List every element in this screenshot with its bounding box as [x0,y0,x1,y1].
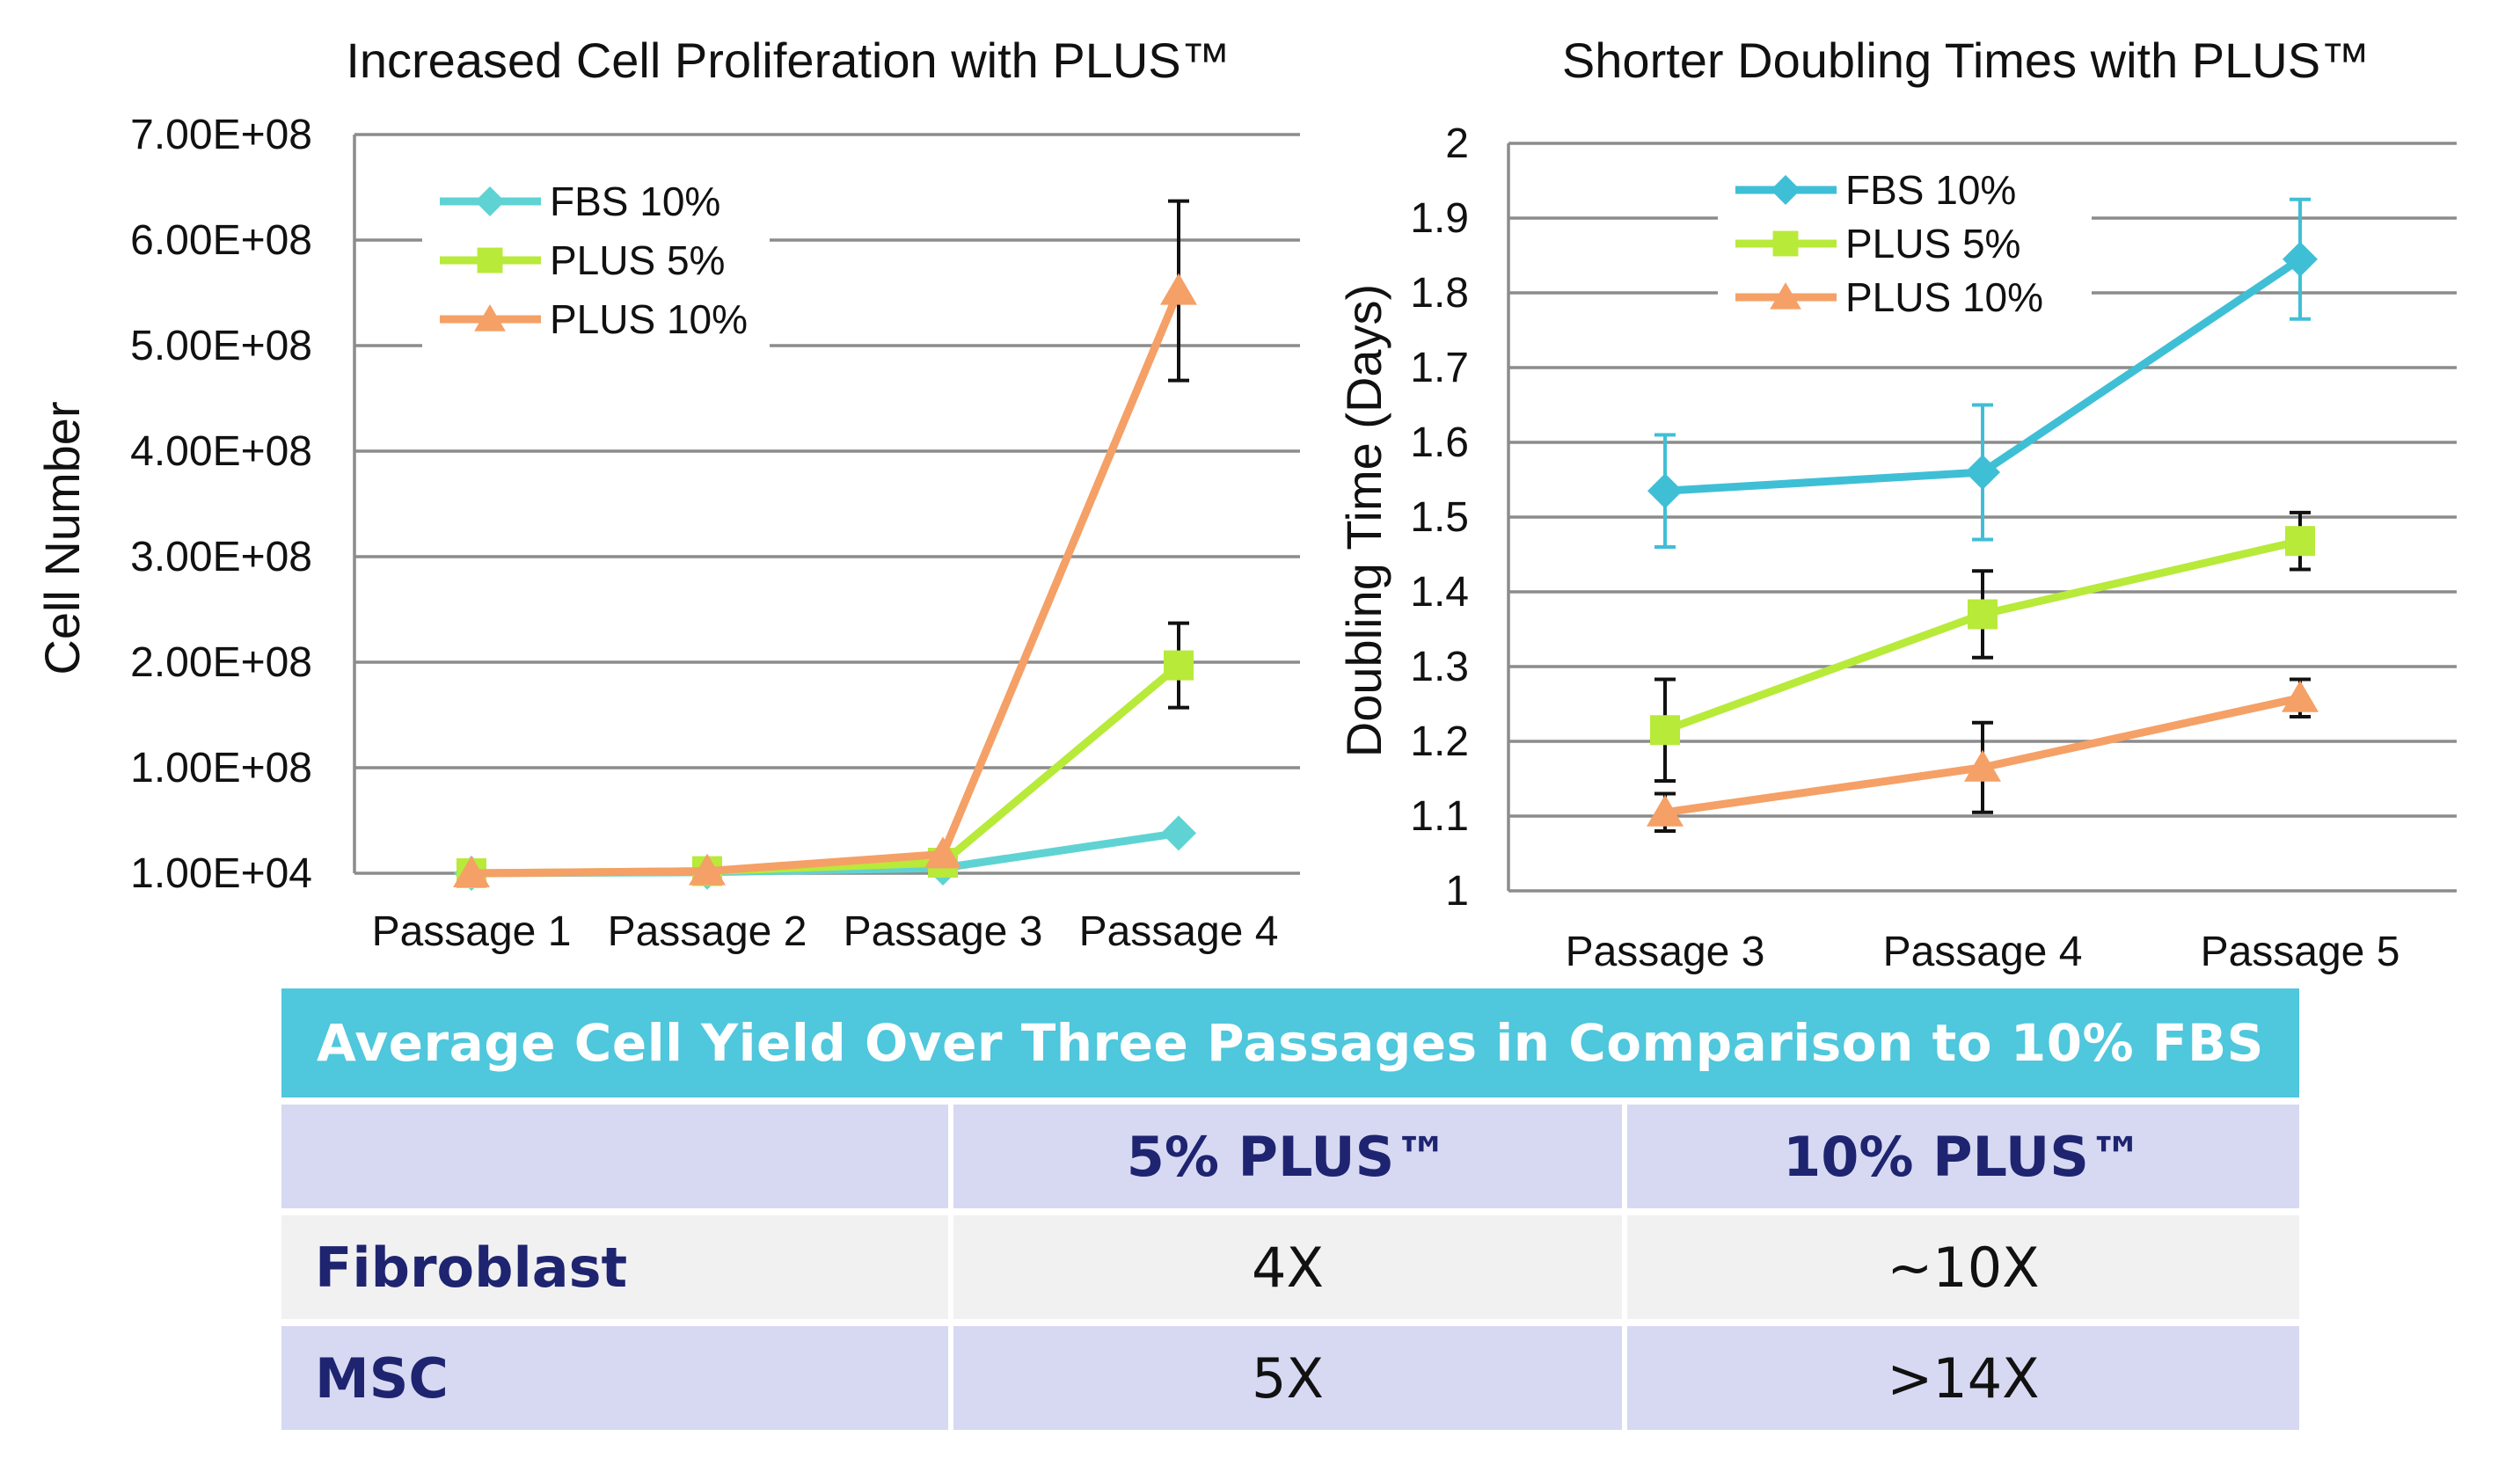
y-tick-label: 1.8 [1410,270,1469,317]
y-tick-label: 1.00E+04 [130,850,312,897]
legend-marker [1772,230,1799,257]
data-point [1164,650,1194,681]
data-point [453,855,490,887]
legend-label: PLUS 5% [1845,221,2020,266]
legend-label: FBS 10% [550,179,720,224]
chart-title: Increased Cell Proliferation with PLUS™ [346,33,1230,88]
cell-proliferation-chart: Increased Cell Proliferation with PLUS™ C… [34,33,1300,955]
x-tick-label: Passage 1 [372,908,572,955]
data-point [2282,680,2319,712]
y-tick-label: 2 [1445,120,1469,167]
cell-fibroblast-5pct: 4X [953,1215,1622,1319]
y-tick-label: 2.00E+08 [130,639,312,686]
data-point [2285,526,2315,557]
y-tick-label: 1.7 [1410,345,1469,391]
chart-title: Shorter Doubling Times with PLUS™ [1562,33,2370,88]
data-point [1647,794,1684,827]
y-tick-label: 3.00E+08 [130,534,312,580]
y-tick-label: 6.00E+08 [130,217,312,264]
x-tick-label: Passage 2 [608,908,807,955]
series-plus-10- [1647,677,2319,833]
row-label-fibroblast: Fibroblast [281,1215,948,1319]
y-tick-label: 5.00E+08 [130,323,312,369]
table-row: Fibroblast 4X ~10X [281,1215,2299,1319]
y-tick-label: 7.00E+08 [130,112,312,158]
legend-marker [474,304,506,332]
y-tick-label: 4.00E+08 [130,428,312,475]
y-axis-label: Doubling Time (Days) [1336,284,1391,757]
data-point [1161,815,1196,851]
row-label-msc: MSC [281,1326,948,1430]
x-tick-label: Passage 5 [2201,929,2400,975]
y-tick-label: 1.4 [1410,569,1469,616]
y-tick-label: 1.3 [1410,644,1469,690]
legend-marker [477,247,503,273]
x-tick-label: Passage 4 [1883,929,2083,975]
series-fbs-10- [1647,197,2318,549]
y-tick-label: 1.00E+08 [130,745,312,791]
y-axis-label: Cell Number [34,401,90,675]
y-tick-label: 1.9 [1410,195,1469,242]
table-header-row: 5% PLUS™ 10% PLUS™ [281,1105,2299,1208]
data-point [1964,749,2001,782]
data-point [1965,455,2000,490]
legend-label: PLUS 5% [550,237,725,283]
doubling-time-chart: Shorter Doubling Times with PLUS™ Doublin… [1336,33,2457,975]
y-tick-label: 1 [1445,868,1469,915]
cell-msc-5pct: 5X [953,1326,1622,1430]
y-tick-label: 1.5 [1410,494,1469,541]
x-tick-label: Passage 3 [844,908,1043,955]
series-line [471,288,1183,878]
y-tick-label: 1.6 [1410,419,1469,466]
data-point [924,836,961,869]
data-point [2283,241,2318,277]
header-cell-10pct-plus: 10% PLUS™ [1627,1105,2299,1208]
data-point [1160,273,1197,305]
y-tick-label: 1.1 [1410,793,1469,840]
x-tick-label: Passage 3 [1566,929,1765,975]
data-point [1968,599,1998,630]
data-point [689,853,726,886]
y-tick-label: 1.2 [1410,718,1469,765]
header-cell-5pct-plus: 5% PLUS™ [953,1105,1622,1208]
series-line [471,662,1181,878]
cell-yield-table: Average Cell Yield Over Three Passages i… [281,988,2299,1430]
table-row: MSC 5X >14X [281,1326,2299,1430]
cell-msc-10pct: >14X [1627,1326,2299,1430]
table-banner: Average Cell Yield Over Three Passages i… [281,988,2299,1097]
legend-marker [1770,282,1801,310]
series-plus-5- [1650,510,2315,784]
series-fbs-10- [454,815,1196,891]
series-plus-10- [453,199,1197,887]
cell-fibroblast-10pct: ~10X [1627,1215,2299,1319]
legend-label: PLUS 10% [550,296,748,342]
legend-label: PLUS 10% [1845,274,2043,320]
data-point [1647,473,1683,509]
legend-marker [475,186,505,216]
legend-label: FBS 10% [1845,167,2016,213]
x-tick-label: Passage 4 [1079,908,1279,955]
legend-marker [1771,175,1801,205]
header-cell-empty [281,1105,948,1208]
data-point [1650,715,1680,746]
